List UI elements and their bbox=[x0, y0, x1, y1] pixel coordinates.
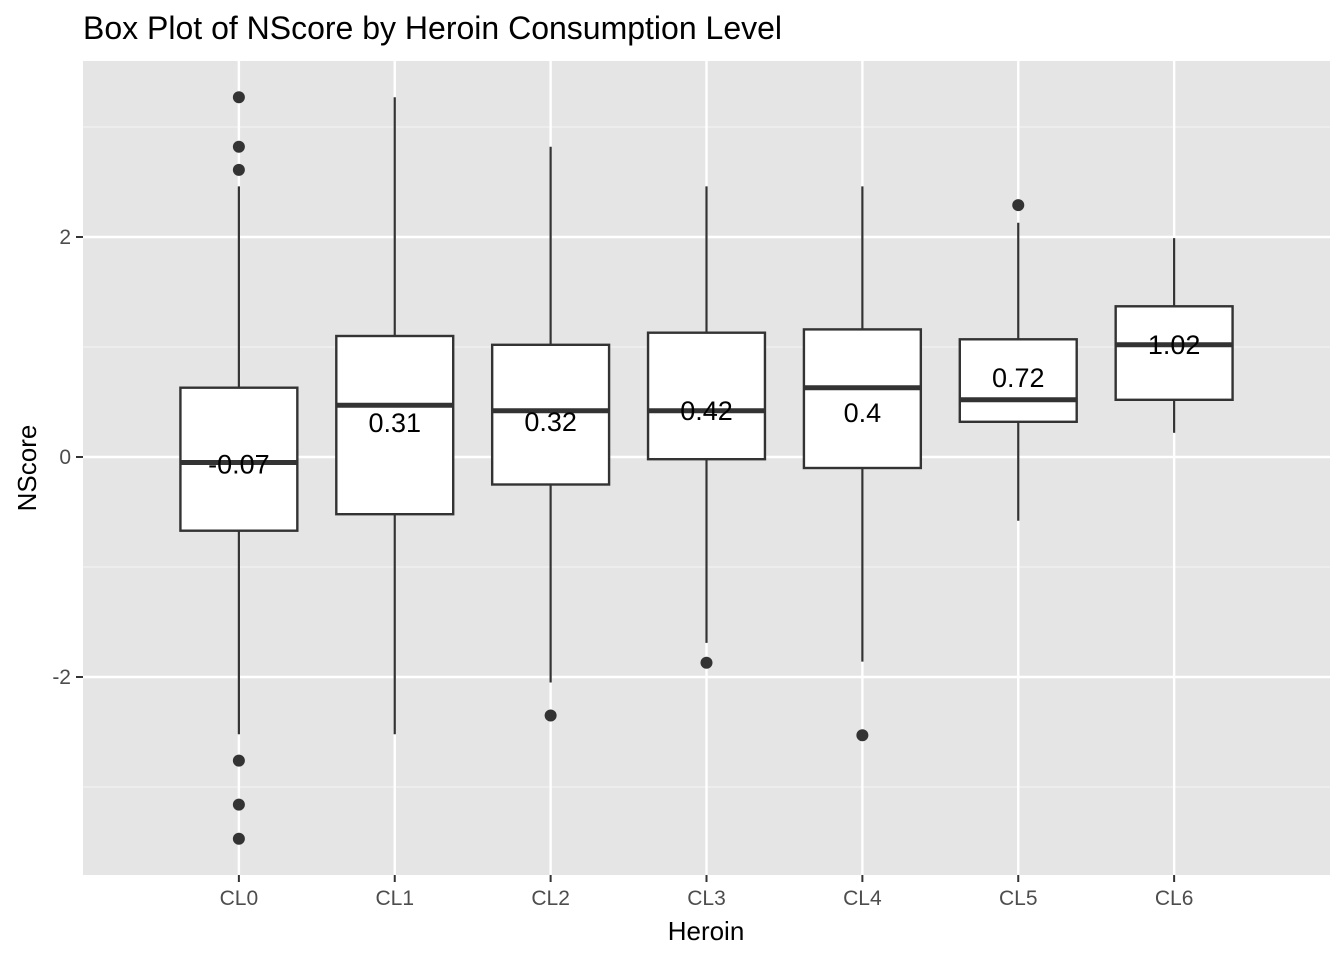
box-iqr bbox=[802, 328, 923, 470]
y-axis: -2 0 2 bbox=[52, 226, 83, 689]
outlier-point bbox=[232, 798, 245, 811]
box-cl1 bbox=[335, 97, 455, 735]
mean-label-cl0: -0.07 bbox=[208, 450, 270, 480]
outlier-point bbox=[232, 754, 245, 767]
outlier-point bbox=[232, 140, 245, 153]
x-axis-title: Heroin bbox=[668, 916, 745, 946]
outlier-point bbox=[232, 163, 245, 176]
x-tick-label: CL1 bbox=[375, 887, 414, 910]
mean-label-cl4: 0.4 bbox=[844, 398, 882, 428]
box-series bbox=[179, 91, 1234, 845]
chart-title: Box Plot of NScore by Heroin Consumption… bbox=[83, 10, 782, 46]
box-cl6 bbox=[1114, 238, 1234, 433]
y-tick-label: -2 bbox=[52, 666, 71, 689]
box-iqr bbox=[335, 334, 455, 516]
box-cl2 bbox=[490, 146, 611, 722]
x-tick-label: CL3 bbox=[687, 887, 726, 910]
y-axis-title: NScore bbox=[12, 425, 42, 512]
box-iqr bbox=[1114, 305, 1234, 401]
mean-label-cl5: 0.72 bbox=[992, 363, 1045, 393]
outlier-point bbox=[1012, 199, 1025, 212]
box-cl5 bbox=[958, 199, 1078, 521]
mean-label-cl2: 0.32 bbox=[524, 407, 577, 437]
mean-labels: -0.07 0.31 0.32 0.42 0.4 0.72 1.02 bbox=[208, 330, 1200, 480]
outlier-point bbox=[856, 729, 869, 742]
outlier-point bbox=[232, 91, 245, 104]
box-iqr bbox=[958, 338, 1078, 423]
outlier-point bbox=[544, 709, 557, 722]
y-tick-label: 2 bbox=[59, 226, 71, 249]
x-tick-label: CL0 bbox=[220, 887, 259, 910]
box-iqr bbox=[490, 343, 611, 486]
box-iqr bbox=[179, 386, 299, 532]
box-cl4 bbox=[802, 186, 923, 742]
box-cl3 bbox=[646, 186, 767, 669]
x-axis: CL0 CL1 CL2 CL3 CL4 CL5 CL6 bbox=[220, 875, 1194, 910]
outlier-point bbox=[700, 656, 713, 669]
x-tick-label: CL5 bbox=[999, 887, 1038, 910]
outlier-point bbox=[232, 832, 245, 845]
box-cl0 bbox=[179, 91, 299, 845]
mean-label-cl3: 0.42 bbox=[680, 396, 733, 426]
y-tick-label: 0 bbox=[59, 446, 71, 469]
mean-label-cl1: 0.31 bbox=[368, 408, 421, 438]
box-iqr bbox=[646, 331, 767, 461]
x-tick-label: CL4 bbox=[843, 887, 882, 910]
x-tick-label: CL2 bbox=[531, 887, 570, 910]
x-tick-label: CL6 bbox=[1155, 887, 1194, 910]
mean-label-cl6: 1.02 bbox=[1148, 330, 1201, 360]
